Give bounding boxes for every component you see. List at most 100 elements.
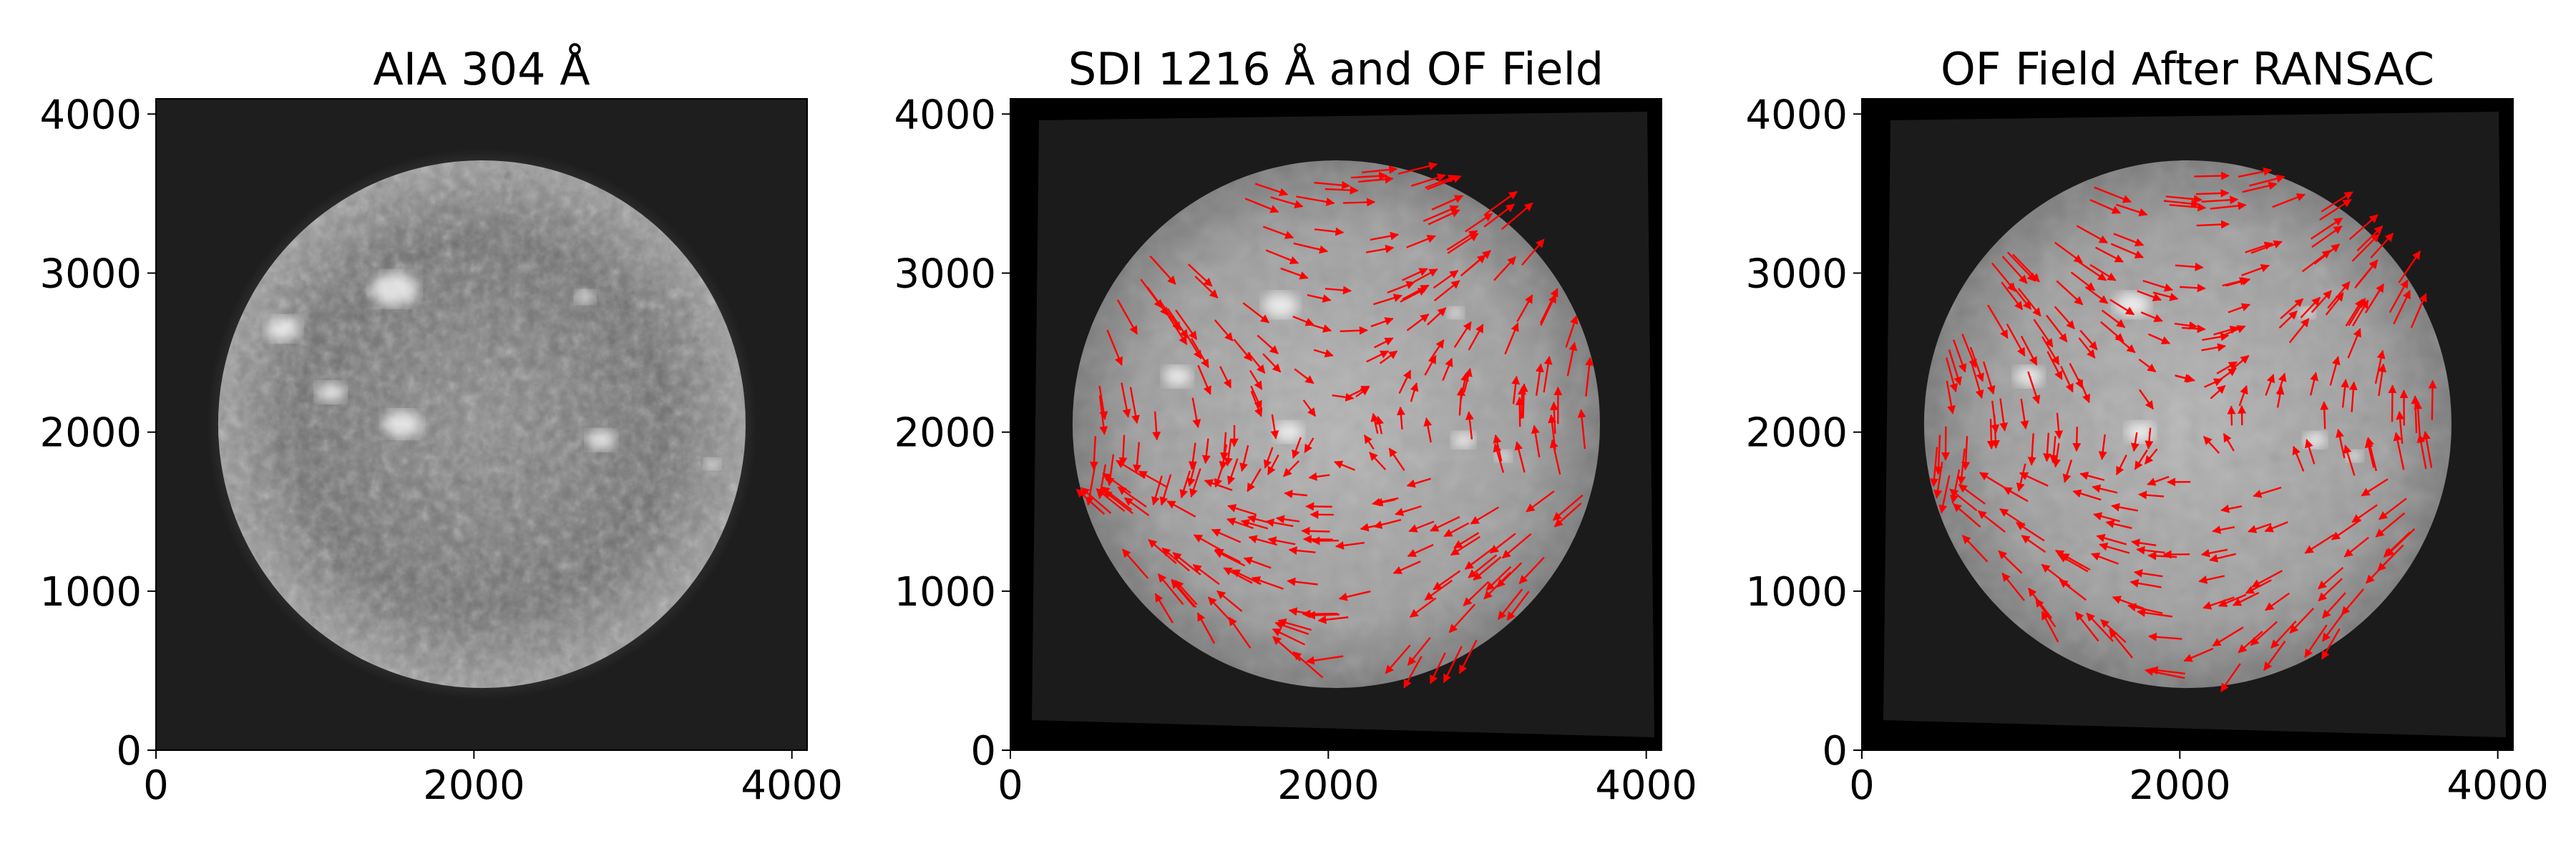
flow-arrow xyxy=(1267,455,1279,475)
flow-arrow xyxy=(1342,198,1376,207)
flow-arrow xyxy=(1425,175,1458,189)
flow-arrow xyxy=(1485,190,1518,215)
y-tick-label: 1000 xyxy=(894,569,996,616)
flow-arrow xyxy=(1214,550,1246,567)
flow-arrow xyxy=(1511,375,1521,404)
flow-arrow xyxy=(1406,477,1431,488)
sun-texture xyxy=(218,160,746,689)
flow-arrow xyxy=(1226,458,1239,485)
flow-arrow xyxy=(1314,227,1345,236)
flow-arrow xyxy=(1361,165,1398,175)
flow-arrow xyxy=(2265,374,2275,396)
flow-arrow xyxy=(2077,260,2107,281)
flow-arrow xyxy=(1301,526,1330,535)
flow-arrow xyxy=(2318,566,2344,590)
flow-arrow xyxy=(2348,381,2358,412)
flow-arrow xyxy=(2194,171,2230,180)
flow-arrow xyxy=(1952,339,1967,373)
flow-arrow xyxy=(1370,317,1394,328)
flow-arrow xyxy=(1518,556,1545,584)
flow-arrow xyxy=(2347,328,2361,359)
flow-arrow xyxy=(1496,562,1523,588)
flow-arrow xyxy=(1140,278,1163,309)
flow-arrow xyxy=(2098,434,2107,460)
active-region xyxy=(2125,422,2155,442)
flow-arrow xyxy=(1468,324,1484,351)
flow-arrow xyxy=(2145,667,2185,679)
flow-arrow xyxy=(1424,579,1453,601)
flow-arrow xyxy=(1192,563,1220,586)
flow-arrow xyxy=(1458,639,1478,674)
flow-arrow xyxy=(2113,233,2145,247)
flow-arrow xyxy=(2056,280,2084,306)
flow-arrow xyxy=(1489,533,1516,554)
flow-arrow xyxy=(1242,302,1270,324)
flow-arrow xyxy=(1952,503,1981,528)
panel-title: OF Field After RANSAC xyxy=(1941,43,2434,95)
flow-arrow xyxy=(1214,319,1234,341)
flow-arrow xyxy=(1423,417,1433,443)
flow-arrow xyxy=(2059,579,2087,601)
flow-arrow xyxy=(1433,280,1460,301)
y-tick-label: 1000 xyxy=(1745,569,1848,616)
flow-arrow xyxy=(2228,303,2250,314)
y-tick-label: 0 xyxy=(970,728,996,775)
flow-arrow xyxy=(2130,432,2140,452)
flow-arrow xyxy=(1465,411,1474,440)
flow-arrow xyxy=(2140,311,2163,322)
flow-arrow xyxy=(1196,612,1216,644)
flow-arrow xyxy=(1313,349,1334,358)
flow-arrow xyxy=(2416,434,2427,470)
flow-arrow xyxy=(2134,449,2148,470)
flow-arrow xyxy=(1453,321,1472,348)
flow-arrow xyxy=(1280,267,1309,280)
flow-arrow xyxy=(1250,385,1262,409)
flow-arrow xyxy=(2304,533,2335,554)
flow-arrow xyxy=(1292,651,1324,679)
flow-arrow xyxy=(2300,296,2321,319)
flow-arrow xyxy=(1443,646,1463,684)
flow-arrow xyxy=(2396,411,2405,444)
flow-arrow xyxy=(2112,596,2145,610)
flow-arrow xyxy=(1447,233,1479,254)
flow-arrow xyxy=(1101,486,1133,511)
flow-arrow xyxy=(2292,445,2305,472)
flow-arrow xyxy=(2027,433,2036,466)
flow-arrow xyxy=(1430,515,1460,532)
flow-arrow xyxy=(1949,488,1978,512)
panel-aia: AIA 304 Å 0 2000 4000 0 1000 2000 3000 4000 xyxy=(39,43,842,809)
flow-arrow xyxy=(2202,435,2220,454)
flow-arrow xyxy=(1369,452,1387,470)
flow-arrow xyxy=(2331,519,2361,540)
flow-arrow xyxy=(2225,277,2251,287)
y-tick-label: 4000 xyxy=(894,92,996,138)
flow-arrow xyxy=(1450,535,1480,556)
flow-arrow xyxy=(2305,439,2316,465)
flow-arrow xyxy=(1251,576,1284,590)
flow-arrow xyxy=(1518,386,1527,419)
flow-arrow xyxy=(1433,570,1461,591)
flow-arrow xyxy=(1429,652,1446,684)
active-region xyxy=(587,430,616,450)
flow-arrow xyxy=(2115,455,2127,476)
flow-arrow xyxy=(1493,256,1516,281)
flow-arrow xyxy=(1514,441,1526,473)
flow-arrow xyxy=(2109,629,2134,659)
flow-arrow xyxy=(2046,351,2063,380)
flow-arrow xyxy=(2147,333,2171,344)
flow-arrow xyxy=(2147,632,2182,641)
flow-arrow xyxy=(2343,445,2356,476)
flow-arrow xyxy=(1228,616,1252,649)
flow-arrow xyxy=(1275,515,1300,524)
flow-arrow xyxy=(2054,306,2075,330)
flow-arrow xyxy=(2321,191,2353,213)
flow-arrow xyxy=(1526,490,1555,513)
x-tick-label: 0 xyxy=(997,762,1023,809)
flow-arrow xyxy=(2242,181,2278,193)
flow-arrow xyxy=(2138,389,2155,410)
flow-arrow xyxy=(1152,411,1161,441)
flow-arrow xyxy=(2253,486,2282,498)
flow-arrow xyxy=(1998,550,2023,574)
flow-arrow xyxy=(2028,587,2053,619)
